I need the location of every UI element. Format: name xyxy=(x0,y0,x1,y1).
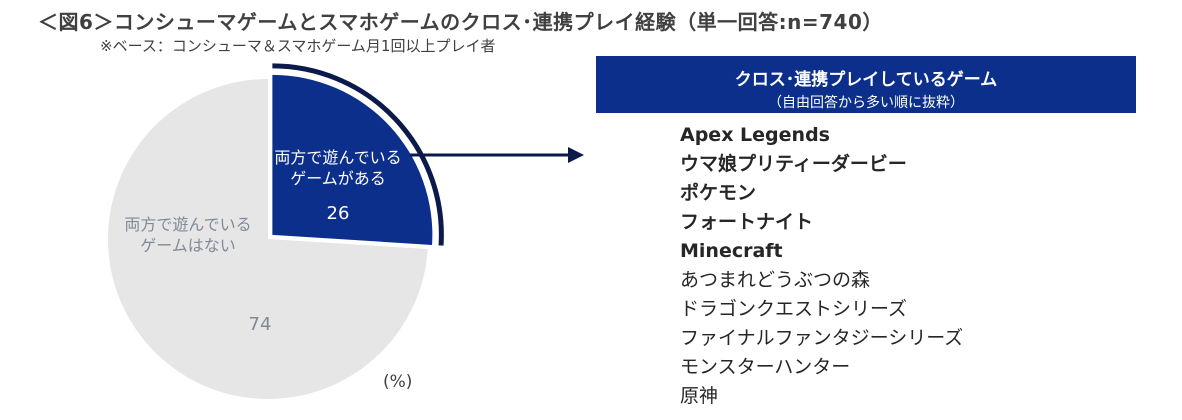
games-list: Apex Legends ウマ娘プリティーダービー ポケモン フォートナイト M… xyxy=(680,121,963,411)
games-panel-title: クロス･連携プレイしているゲーム xyxy=(734,70,998,90)
pointer-arrow-head xyxy=(568,147,584,163)
game-item: ドラゴンクエストシリーズ xyxy=(680,298,908,320)
pie-slice xyxy=(108,79,428,400)
game-item: あつまれどうぶつの森 xyxy=(680,269,871,291)
game-item: モンスターハンター xyxy=(680,356,851,378)
games-panel-subtitle: （自由回答から多い順に抜粋） xyxy=(768,95,964,111)
chart-subtitle: ※ベース：コンシューマ＆スマホゲーム月1回以上プレイ者 xyxy=(100,37,496,55)
game-item: ウマ娘プリティーダービー xyxy=(680,153,907,175)
game-item: ファイナルファンタジーシリーズ xyxy=(680,327,964,349)
game-item: Apex Legends xyxy=(680,124,830,146)
pie-slices xyxy=(108,74,433,400)
game-item: フォートナイト xyxy=(680,211,814,233)
game-item: 原神 xyxy=(680,385,719,407)
unit-label: (%) xyxy=(383,372,413,392)
game-item: ポケモン xyxy=(680,182,757,204)
chart-title: ＜図6＞コンシューマゲームとスマホゲームのクロス･連携プレイ経験（単一回答:n=… xyxy=(38,10,883,34)
pie-slice xyxy=(272,74,433,245)
slice-value-label: 26 xyxy=(327,203,350,224)
slice-label: ゲームはない xyxy=(140,236,236,255)
slice-label: ゲームがある xyxy=(290,169,386,188)
game-item: Minecraft xyxy=(680,240,783,262)
highlight-arc xyxy=(272,63,444,246)
games-panel-header: クロス･連携プレイしているゲーム （自由回答から多い順に抜粋） xyxy=(596,56,1136,113)
slice-label: 両方で遊んでいる xyxy=(274,148,401,167)
slice-label: 両方で遊んでいる xyxy=(124,215,251,234)
slice-value-label: 74 xyxy=(249,314,272,335)
